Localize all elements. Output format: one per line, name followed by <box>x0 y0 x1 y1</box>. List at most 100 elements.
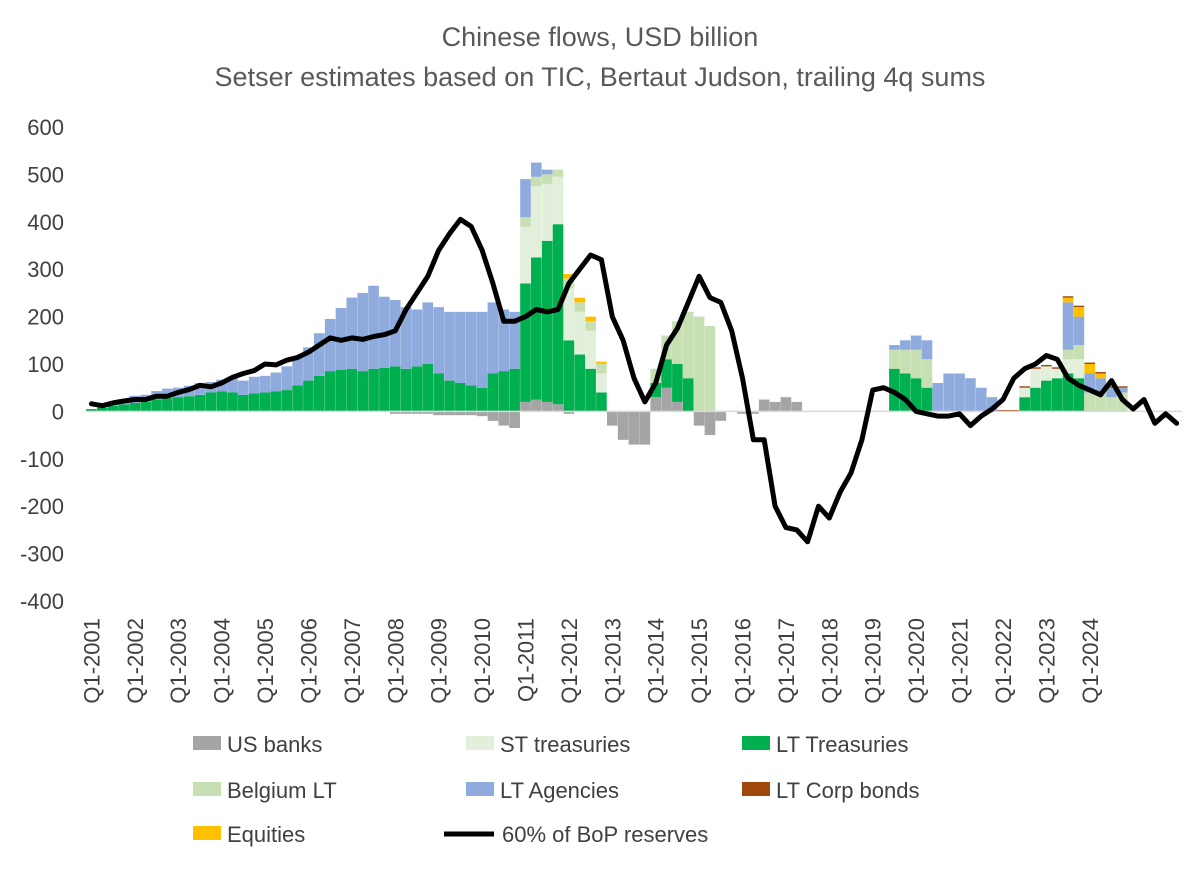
bar-lt_treasuries-pos-42 <box>541 240 553 402</box>
bar-lt_treasuries-pos-77 <box>921 387 933 412</box>
bar-us_banks-pos-41 <box>531 399 542 412</box>
bar-us_banks-neg-32 <box>433 411 444 416</box>
bar-lt_treasuries-pos-25 <box>357 371 369 412</box>
x-tick-label: Q1-2014 <box>644 618 669 704</box>
bar-lt_treasuries-pos-41 <box>531 257 542 400</box>
bar-belgium_lt-pos-43 <box>552 169 564 177</box>
y-tick-label: 600 <box>27 115 64 140</box>
legend-swatch-us_banks <box>193 736 221 750</box>
bar-st_treasuries-pos-88 <box>1041 366 1052 381</box>
bar-lt_agencies-pos-94 <box>1106 387 1117 398</box>
bar-belgium_lt-pos-75 <box>899 349 911 374</box>
bar-lt_agencies-pos-29 <box>400 307 412 369</box>
bar-belgium_lt-pos-57 <box>704 326 716 412</box>
x-tick-label: Q1-2001 <box>79 618 104 704</box>
y-tick-label: 400 <box>27 210 64 235</box>
bar-lt_treasuries-pos-43 <box>552 224 564 405</box>
bar-st_treasuries-pos-41 <box>531 186 542 258</box>
bar-lt_agencies-pos-77 <box>921 340 933 360</box>
bar-us_banks-neg-57 <box>704 411 716 436</box>
bar-lt_agencies-pos-18 <box>281 366 293 391</box>
chart-title: Chinese flows, USD billion <box>442 22 759 52</box>
bar-lt_treasuries-pos-0 <box>86 409 97 412</box>
bar-lt_agencies-pos-80 <box>954 373 965 412</box>
bar-us_banks-neg-39 <box>509 411 520 428</box>
bar-st_treasuries-pos-44 <box>563 288 575 341</box>
legend-label-us_banks: US banks <box>227 732 322 757</box>
bar-lt_treasuries-pos-13 <box>227 392 238 412</box>
bar-lt_treasuries-pos-16 <box>259 392 271 412</box>
bar-lt_agencies-pos-82 <box>975 387 987 412</box>
bar-lt_agencies-pos-33 <box>444 311 455 381</box>
bar-st_treasuries-pos-91 <box>1073 359 1085 379</box>
reserves-line-group <box>88 216 1180 545</box>
bar-lt_agencies-pos-78 <box>932 382 944 412</box>
bar-us_banks-neg-61 <box>748 411 759 414</box>
y-tick-label: 500 <box>27 162 64 187</box>
bar-lt_agencies-pos-91 <box>1073 316 1085 346</box>
bar-lt_treasuries-pos-1 <box>96 407 108 412</box>
bar-lt_agencies-pos-35 <box>465 311 477 386</box>
bar-us_banks-pos-63 <box>769 401 781 412</box>
bar-lt_agencies-pos-30 <box>411 309 423 367</box>
bar-lt_agencies-pos-42 <box>541 169 553 175</box>
bar-st_treasuries-pos-46 <box>585 330 596 369</box>
bar-lt_treasuries-pos-28 <box>389 366 401 412</box>
bar-lt_treasuries-pos-11 <box>205 392 217 412</box>
bar-belgium_lt-pos-94 <box>1106 397 1117 412</box>
bar-lt_agencies-pos-92 <box>1084 373 1096 393</box>
legend: US banks ST treasuries LT Treasuries Belgiu… <box>193 732 920 847</box>
bar-us_banks-neg-31 <box>422 411 434 414</box>
bar-lt_agencies-pos-39 <box>509 311 520 369</box>
bar-belgium_lt-pos-92 <box>1084 392 1096 412</box>
bar-equities-pos-91 <box>1073 307 1085 317</box>
x-tick-label: Q1-2002 <box>123 618 148 704</box>
bar-lt_treasuries-pos-4 <box>129 402 141 412</box>
x-tick-label: Q1-2020 <box>904 618 929 704</box>
legend-swatch-st_treasuries <box>466 736 494 750</box>
bar-us_banks-neg-56 <box>693 411 705 426</box>
bar-us_banks-pos-64 <box>780 397 792 412</box>
bar-lt_agencies-pos-16 <box>259 375 271 393</box>
bar-lt_agencies-pos-34 <box>455 311 466 383</box>
negative-bars-group <box>389 411 759 445</box>
x-tick-label: Q1-2015 <box>687 618 712 704</box>
bar-lt_corp_bonds-87 <box>1030 367 1041 369</box>
bar-lt_treasuries-pos-89 <box>1051 378 1063 412</box>
bar-belgium_lt-pos-56 <box>693 316 705 412</box>
bar-lt_agencies-pos-15 <box>248 376 260 394</box>
bar-lt_corp_bonds-95 <box>1117 386 1128 388</box>
bar-lt_treasuries-pos-34 <box>455 382 466 412</box>
bar-us_banks-neg-36 <box>476 411 488 417</box>
x-tick-label: Q1-2021 <box>948 618 973 704</box>
bar-lt_agencies-pos-25 <box>357 292 369 372</box>
y-axis-ticks: 600 500 400 300 200 100 0 -100 -200 -300 -400 <box>20 115 64 614</box>
bar-lt_treasuries-pos-21 <box>313 375 325 412</box>
bar-st_treasuries-pos-42 <box>541 183 553 241</box>
bar-us_banks-pos-40 <box>520 401 531 412</box>
bar-lt_agencies-pos-76 <box>910 335 922 350</box>
x-tick-label: Q1-2004 <box>210 618 235 704</box>
bar-us_banks-neg-38 <box>498 411 510 426</box>
bar-lt_treasuries-pos-30 <box>411 366 423 412</box>
bar-lt_treasuries-pos-10 <box>194 394 206 412</box>
bar-st_treasuries-pos-45 <box>574 311 586 355</box>
bar-lt_treasuries-pos-38 <box>498 371 510 412</box>
bar-lt_corp_bonds-93 <box>1095 372 1106 374</box>
bar-lt_corp_bonds-86 <box>1019 386 1030 388</box>
bar-us_banks-neg-44 <box>563 411 575 414</box>
bar-lt_agencies-pos-22 <box>324 318 336 372</box>
bar-us_banks-neg-35 <box>465 411 477 416</box>
x-axis-ticks: Q1-2001 Q1-2002 Q1-2003 Q1-2004 Q1-2005 Q1-20… <box>79 618 1102 704</box>
bar-lt_agencies-pos-24 <box>346 297 358 369</box>
bar-lt_treasuries-pos-3 <box>118 404 130 412</box>
bar-st_treasuries-pos-90 <box>1062 359 1074 374</box>
bar-lt_agencies-pos-19 <box>292 356 303 386</box>
bar-equities-pos-46 <box>585 316 596 322</box>
legend-label-belgium_lt: Belgium LT <box>227 778 337 803</box>
bar-lt_corp_bonds-89 <box>1051 367 1063 369</box>
bar-us_banks-neg-30 <box>411 411 423 414</box>
bar-lt_treasuries-pos-23 <box>335 369 347 412</box>
x-tick-label: Q1-2007 <box>340 618 365 704</box>
